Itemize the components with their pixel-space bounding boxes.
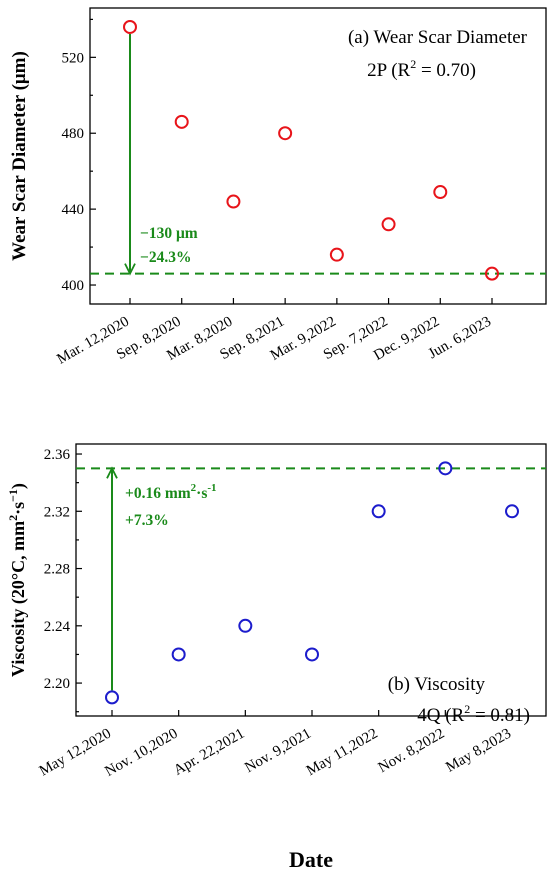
data-point [174,114,189,129]
panel-b-series [105,461,519,705]
x-tick-label: May 8,2023 [443,726,514,776]
data-point [226,194,241,209]
x-tick-label: Nov. 10,2020 [102,726,180,780]
panel-b-title: (b) Viscosity [388,674,486,695]
y-tick-label: 2.24 [44,619,71,635]
x-axis-title: Date [289,847,333,872]
x-tick-label: Nov. 8,2022 [376,726,448,777]
data-point [278,126,293,141]
panel-a-y-axis: 400 440 480 520 [62,18,96,294]
panel-a-title: (a) Wear Scar Diameter [348,27,528,48]
data-point [485,266,499,281]
data-point [505,504,519,519]
panel-a-plot-frame [89,7,547,305]
data-point [305,647,319,662]
data-point [371,504,386,519]
panel-b-subtitle: 4Q (R2 = 0.81) [417,702,530,726]
y-tick-label: 440 [62,202,85,218]
panel-a-annotation-line2: −24.3% [140,249,191,266]
panel-b-y-axis-title: Viscosity (20°C, mm2·s−1) [6,483,29,677]
y-tick-label: 2.36 [44,447,71,463]
y-tick-label: 2.20 [44,676,70,692]
data-point [381,217,396,232]
x-tick-label: Nov. 9,2021 [242,726,314,777]
panel-b-annotation-line1: +0.16 mm2·s-1 [125,482,217,502]
panel-b-reference [76,466,546,691]
panel-b-plot-frame [75,443,547,717]
y-tick-label: 2.28 [44,562,70,578]
change-arrow-head [106,466,118,479]
panel-a-y-axis-title: Wear Scar Diameter (μm) [9,51,30,261]
panel-a-reference [90,33,546,276]
panel-a-series [123,19,499,281]
y-tick-label: 400 [62,278,85,294]
data-point [438,461,453,476]
data-point [433,185,448,200]
data-point [171,647,186,662]
data-point [105,690,119,705]
panel-b-y-axis: 2.20 2.24 2.28 2.32 2.36 [44,447,82,713]
panel-a-subtitle: 2P (R2 = 0.70) [367,57,476,81]
y-tick-label: 480 [62,126,85,142]
y-tick-label: 520 [62,50,85,66]
change-arrow-head [124,263,136,276]
data-point [329,247,344,262]
data-point [238,618,253,633]
x-tick-label: May 11,2022 [304,726,381,780]
y-tick-label: 2.32 [44,504,70,520]
panel-a-annotation-line1: −130 μm [140,225,198,242]
panel-b-annotation-line2: +7.3% [125,512,169,529]
data-point [123,19,137,34]
x-tick-label: May 12,2020 [37,726,114,780]
x-tick-label: Apr. 22,2021 [171,726,247,779]
